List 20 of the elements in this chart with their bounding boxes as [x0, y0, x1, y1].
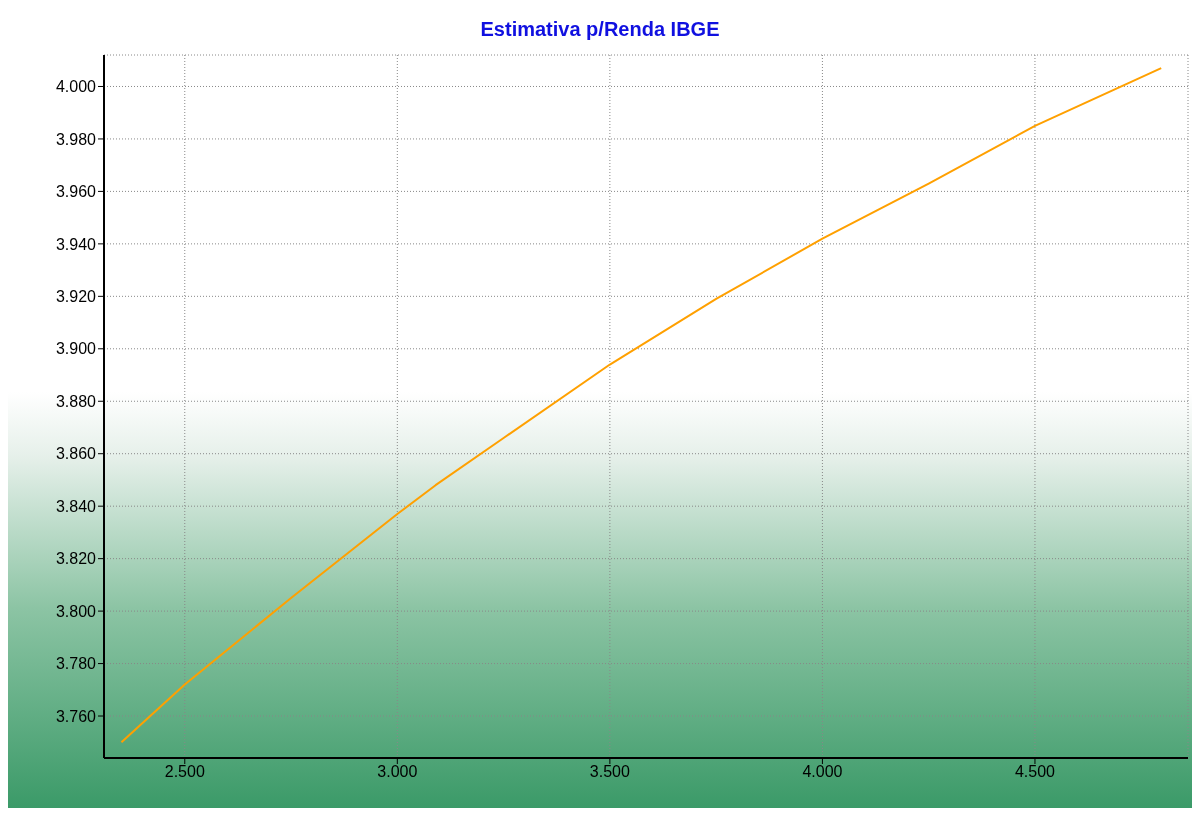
chart-title: Estimativa p/Renda IBGE [479, 18, 721, 41]
x-tick-label: 4.000 [802, 763, 843, 781]
y-tick-label: 3.920 [55, 288, 97, 306]
y-tick-label: 3.860 [55, 445, 97, 463]
x-tick-label: 2.500 [164, 763, 205, 781]
y-tick-label: 3.800 [55, 602, 97, 620]
x-tick-label: 3.000 [377, 763, 418, 781]
line-series [120, 67, 1163, 744]
y-tick-label: 3.840 [55, 497, 97, 515]
y-tick-label: 3.880 [55, 392, 97, 410]
y-tick-label: 3.900 [55, 340, 97, 358]
x-tick-label: 4.500 [1014, 763, 1056, 781]
y-tick-label: 4.000 [55, 78, 97, 96]
y-tick-label: 3.760 [55, 707, 97, 725]
x-tick-label: 3.500 [589, 763, 630, 781]
y-tick-label: 3.960 [55, 183, 97, 201]
y-tick-label: 3.820 [55, 550, 97, 568]
y-tick-label: 3.780 [55, 655, 97, 673]
y-tick-label: 3.980 [55, 130, 97, 148]
y-tick-label: 3.940 [55, 235, 97, 253]
